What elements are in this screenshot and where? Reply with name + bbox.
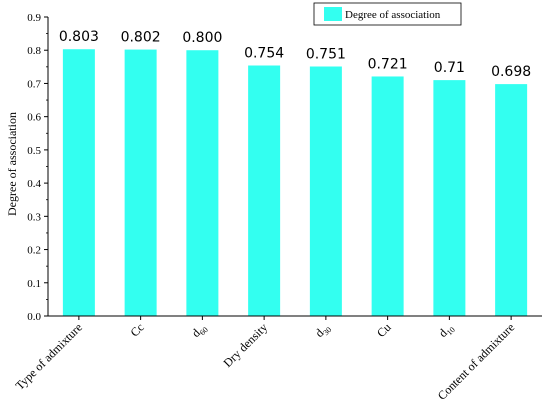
y-tick-label: 0.2 <box>27 245 41 257</box>
data-label: 0.751 <box>306 47 346 63</box>
y-tick-label: 0.1 <box>27 278 41 290</box>
bar <box>186 50 219 316</box>
x-tick-label: d10 <box>436 320 457 341</box>
bar <box>433 80 466 317</box>
bar <box>309 66 342 316</box>
y-tick-label: 0.4 <box>27 178 41 190</box>
data-label: 0.698 <box>491 64 531 80</box>
y-tick-label: 0.8 <box>27 45 41 57</box>
y-tick-label: 0.9 <box>27 12 41 24</box>
data-label: 0.803 <box>59 29 99 45</box>
x-tick-label: Type of admixture <box>13 320 85 392</box>
bar <box>62 49 95 316</box>
legend-label: Degree of association <box>345 9 441 21</box>
legend: Degree of association <box>313 2 462 26</box>
data-label: 0.802 <box>121 30 161 46</box>
legend-box <box>313 2 462 26</box>
y-tick-label: 0.6 <box>27 112 41 124</box>
x-tick-label: Dry density <box>221 320 271 370</box>
bar <box>248 65 281 316</box>
data-label: 0.71 <box>434 60 465 76</box>
y-axis-title: Degree of association <box>5 112 19 216</box>
x-tick-label: d30 <box>312 320 333 341</box>
x-tick-label: d60 <box>189 320 210 341</box>
legend-swatch <box>324 7 342 21</box>
data-label: 0.721 <box>368 56 408 72</box>
y-tick-label: 0.5 <box>27 145 41 157</box>
plot-area: 0.803 0.802 0.800 0.754 0.751 0.721 0.71 0.698 0… <box>13 12 542 403</box>
data-label: 0.754 <box>244 46 284 62</box>
y-tick-label: 0.3 <box>27 211 41 223</box>
bar <box>495 84 528 316</box>
bar <box>124 49 157 317</box>
x-tick-label: Cc <box>127 320 146 339</box>
y-tick-label: 0.0 <box>27 311 41 323</box>
x-tick-label: Cu <box>374 320 394 340</box>
y-tick-label: 0.7 <box>27 78 41 90</box>
data-label: 0.800 <box>182 30 222 46</box>
bar <box>371 76 404 316</box>
